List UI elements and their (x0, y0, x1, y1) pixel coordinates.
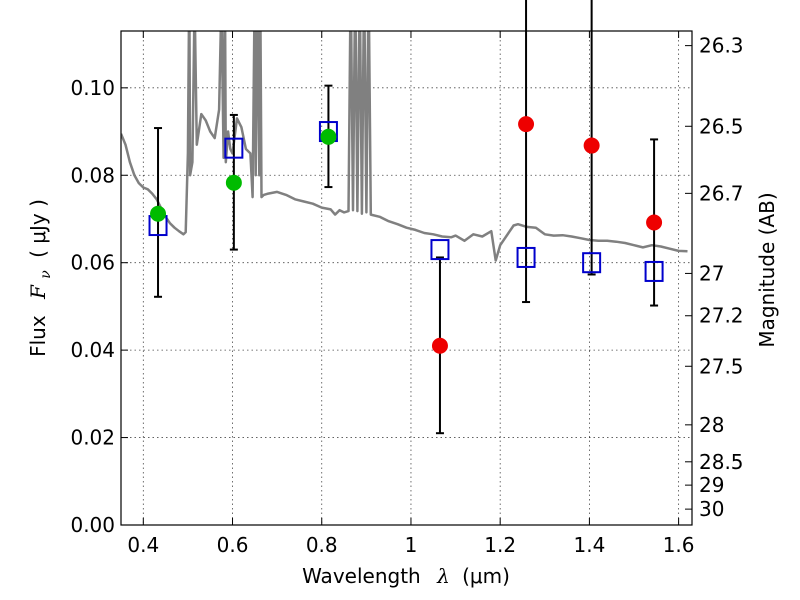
y2-tick-label: 26.5 (699, 114, 744, 138)
optical-detection-point (320, 128, 337, 145)
marker-layer (148, 0, 664, 435)
y2-tick-label: 30 (699, 497, 724, 521)
y2-tick-label: 29 (699, 473, 724, 497)
y-axis-symbol: F (26, 284, 50, 300)
y-tick-label: 0.02 (70, 426, 115, 450)
plot-frame (120, 30, 693, 526)
x-tick-label: 1.6 (663, 533, 695, 557)
nir-detection-point (583, 137, 600, 154)
nir-detection-point (518, 116, 535, 133)
x-tick-label: 1 (405, 533, 418, 557)
y2-tick-label: 28 (699, 413, 724, 437)
y-axis-subscript: ν (38, 270, 54, 279)
y2-tick-label: 27.2 (699, 304, 744, 328)
ticks: 0.4 0.6 0.8 1 1.2 1.4 1.6 0.00 0.02 0.04 0.06 0.08 0… (70, 31, 744, 557)
nir-detection-point (431, 337, 448, 354)
optical-detection-point (225, 174, 242, 191)
x-axis-label: Wavelength (302, 564, 421, 588)
model-flux-square (644, 260, 664, 282)
y-tick-label: 0.06 (70, 251, 115, 275)
y-tick-label: 0.10 (70, 76, 115, 100)
x-tick-label: 1.4 (573, 533, 605, 557)
nir-detection-point (646, 214, 663, 231)
y2-axis-title: Magnitude (AB) (755, 192, 779, 347)
plot-area (121, 31, 692, 525)
x-axis-unit: (μm) (462, 564, 510, 588)
x-axis-title: Wavelength λ (μm) (302, 564, 510, 588)
y2-tick-label: 27.5 (699, 354, 744, 378)
y-axis-title: Flux F ν ( μJy ) (26, 199, 55, 357)
y2-tick-label: 26.7 (699, 181, 744, 205)
y-tick-label: 0.08 (70, 163, 115, 187)
y-axis-label: Flux (26, 315, 50, 357)
x-tick-label: 1.2 (484, 533, 516, 557)
optical-detection-point (150, 205, 167, 222)
x-axis-symbol: λ (436, 564, 450, 588)
data-layer (121, 31, 688, 262)
y2-tick-label: 28.5 (699, 450, 744, 474)
model-flux-square (516, 246, 536, 268)
model-flux-square (430, 239, 450, 261)
y-tick-label: 0.00 (70, 513, 115, 537)
y-axis-unit: ( μJy ) (26, 199, 50, 258)
model-flux-square (224, 137, 244, 159)
y2-tick-label: 27 (699, 261, 724, 285)
model-flux-square (582, 252, 602, 274)
y-tick-label: 0.04 (70, 338, 115, 362)
x-tick-label: 0.4 (127, 533, 159, 557)
x-tick-label: 0.6 (217, 533, 249, 557)
x-tick-label: 0.8 (306, 533, 338, 557)
y2-tick-label: 26.3 (699, 34, 744, 58)
spectrum-line (121, 31, 688, 262)
